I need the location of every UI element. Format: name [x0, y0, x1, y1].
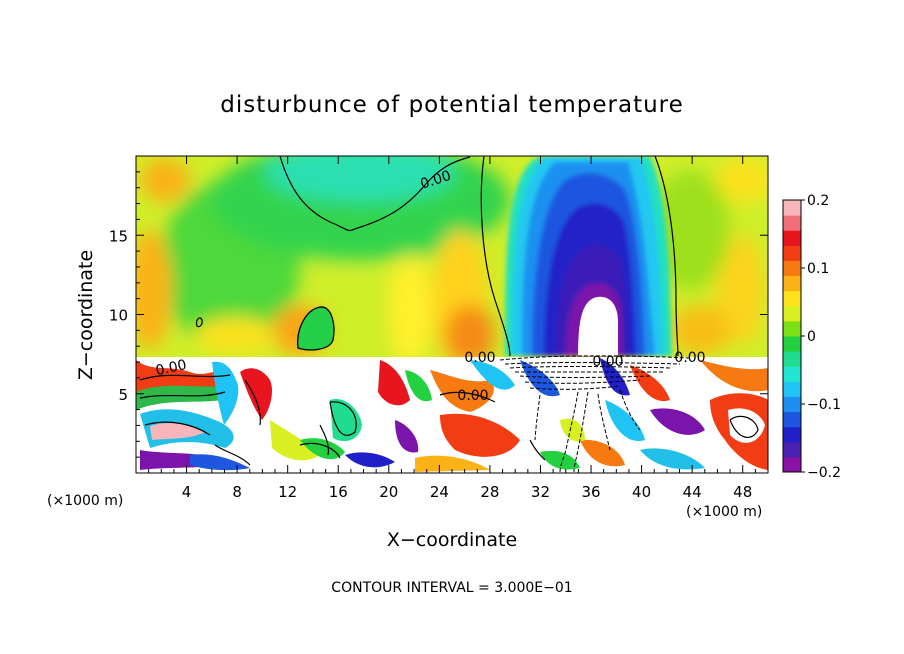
colorbar-swatch [783, 366, 801, 382]
colorbar-swatch [783, 260, 801, 277]
negative-contours [499, 355, 691, 473]
contour-zero-plume-right [654, 156, 679, 357]
y-axis-title: Z−coordinate [75, 250, 97, 380]
colorbar-swatch [783, 441, 801, 458]
x-tick-label: 12 [278, 483, 297, 501]
plot-area [136, 156, 768, 473]
contour-label: 0.00 [674, 350, 705, 366]
colorbar-swatch [783, 336, 801, 352]
y-axis: 5 10 15 [109, 171, 768, 458]
x-tick-label: 40 [632, 483, 651, 501]
contour-label: 0.00 [464, 350, 495, 366]
y-tick-label: 10 [109, 307, 128, 325]
colorbar-swatch [783, 215, 801, 231]
x-unit-left: (×1000 m) [47, 493, 123, 509]
x-tick-label: 8 [232, 483, 242, 501]
colorbar-swatch [783, 411, 801, 428]
x-tick-label: 4 [182, 483, 192, 501]
x-unit-right: (×1000 m) [686, 504, 762, 520]
x-tick-label: 32 [531, 483, 550, 501]
y-tick-label: 5 [118, 386, 128, 404]
x-axis-title: X−coordinate [387, 529, 517, 551]
x-tick-label: 20 [379, 483, 398, 501]
colorbar-tick-label: 0.2 [807, 193, 829, 209]
colorbar-swatch [783, 396, 801, 413]
contour-label: 0.00 [592, 354, 623, 370]
x-axis: 4 8 12 16 20 24 28 32 36 40 44 48 [148, 156, 756, 501]
contour-small-loop [195, 317, 203, 328]
x-tick-label: 48 [733, 483, 752, 501]
chart-title: disturbunce of potential temperature [220, 92, 684, 118]
contour-label: 0.00 [457, 388, 488, 404]
colorbar-swatch [783, 275, 801, 292]
y-tick-label: 15 [109, 227, 128, 245]
colorbar-tick-label: −0.1 [807, 397, 841, 413]
colorbar-swatch [783, 320, 801, 337]
contour-label: 0.00 [154, 357, 188, 379]
contour-interval: CONTOUR INTERVAL = 3.000E−01 [331, 580, 572, 596]
green-patch [297, 306, 335, 351]
x-tick-label: 16 [329, 483, 348, 501]
colorbar-swatch [783, 290, 801, 307]
contour-lines [139, 156, 759, 466]
colorbar-swatch [783, 351, 801, 367]
contour-zero-upper-left [279, 156, 471, 232]
colorbar-tick-label: 0 [807, 329, 816, 345]
colorbar-tick-label: 0.1 [807, 261, 829, 277]
colorbar-tick-label: −0.2 [807, 465, 841, 481]
x-tick-label: 36 [581, 483, 600, 501]
contour-labels: 0.000.000.000.00 0.000.00 [154, 168, 705, 404]
colorbar-swatch [783, 200, 801, 216]
x-tick-label: 44 [683, 483, 702, 501]
colorbar-swatch [783, 245, 801, 261]
colorbar-swatch [783, 230, 801, 246]
upper-field [136, 156, 768, 370]
colorbar: 0.2 0.1 0 −0.1 −0.2 [782, 193, 841, 481]
colorbar-swatch [783, 426, 801, 443]
contour-zero-plume-left [480, 156, 511, 357]
plume-core [578, 296, 618, 356]
colorbar-swatch [783, 456, 801, 473]
x-tick-label: 24 [430, 483, 449, 501]
colorbar-swatch [783, 381, 801, 397]
colorbar-swatch [783, 305, 801, 322]
x-tick-label: 28 [480, 483, 499, 501]
